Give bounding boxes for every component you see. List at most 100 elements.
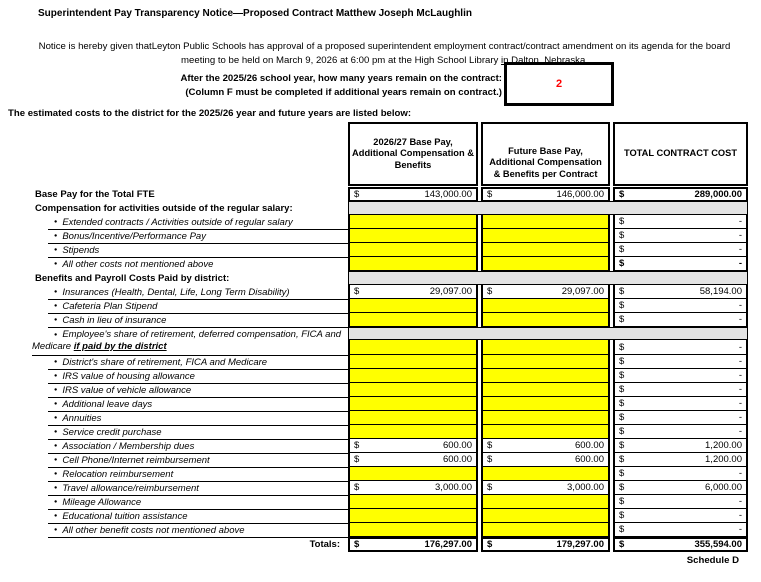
table-row: ● Stipends $ - bbox=[0, 243, 748, 258]
label-line-2: Medicare if paid by the district bbox=[32, 341, 167, 352]
input-cell[interactable] bbox=[481, 257, 610, 271]
bullet-label: ● Cell Phone/Internet reimbursement bbox=[48, 453, 348, 468]
input-cell[interactable] bbox=[481, 215, 610, 229]
input-cell[interactable] bbox=[348, 243, 478, 257]
bullet-icon: ● bbox=[54, 499, 58, 505]
amount-value: - bbox=[738, 341, 742, 353]
dollar-sign: $ bbox=[619, 454, 625, 465]
row-label: ● Bonus/Incentive/Performance Pay bbox=[0, 229, 348, 244]
amount-cell: $600.00 bbox=[481, 439, 610, 453]
input-cell[interactable] bbox=[481, 397, 610, 411]
input-cell[interactable] bbox=[481, 411, 610, 425]
input-cell[interactable] bbox=[348, 369, 478, 383]
input-cell[interactable] bbox=[348, 495, 478, 509]
row-label: ● Additional leave days bbox=[0, 397, 348, 412]
table-row: ● Relocation reimbursement $ - bbox=[0, 467, 748, 482]
header-future-base-pay: Future Base Pay, Additional Compensation… bbox=[481, 122, 610, 186]
row-label: ● IRS value of vehicle allowance bbox=[0, 383, 348, 398]
bullet-label: ● Cafeteria Plan Stipend bbox=[48, 299, 348, 314]
contract-years-remaining-box[interactable]: 2 bbox=[504, 62, 614, 106]
dollar-sign: $ bbox=[619, 300, 625, 311]
input-cell[interactable] bbox=[348, 467, 478, 481]
amount-value: 600.00 bbox=[574, 454, 604, 465]
input-cell[interactable] bbox=[348, 383, 478, 397]
table-row: ● Cafeteria Plan Stipend $ - bbox=[0, 299, 748, 314]
section-band bbox=[348, 327, 748, 340]
input-cell[interactable] bbox=[481, 243, 610, 257]
input-cell[interactable] bbox=[481, 340, 610, 355]
amount-value: 146,000.00 bbox=[556, 189, 604, 200]
amount-value: - bbox=[738, 370, 742, 381]
input-cell[interactable] bbox=[348, 257, 478, 271]
bullet-icon: ● bbox=[54, 429, 58, 435]
table-row: ● Employee's share of retirement, deferre… bbox=[0, 327, 748, 356]
input-cell[interactable] bbox=[348, 509, 478, 523]
amount-value: 1,200.00 bbox=[705, 440, 742, 451]
input-cell[interactable] bbox=[348, 523, 478, 537]
notice-location: in Dalton, Nebraska. bbox=[501, 54, 588, 66]
bullet-label: ● Extended contracts / Activities outside… bbox=[48, 215, 348, 230]
row-label: ● Stipends bbox=[0, 243, 348, 258]
section-label: Compensation for activities outside of t… bbox=[35, 202, 293, 214]
bullet-icon: ● bbox=[54, 261, 58, 267]
dollar-sign: $ bbox=[619, 230, 625, 241]
input-cell[interactable] bbox=[348, 425, 478, 439]
bullet-label: ● Travel allowance/reimbursement bbox=[48, 481, 348, 496]
table-row: ● District's share of retirement, FICA an… bbox=[0, 355, 748, 370]
input-cell[interactable] bbox=[481, 383, 610, 397]
input-cell[interactable] bbox=[348, 299, 478, 313]
row-label: ● Employee's share of retirement, deferre… bbox=[0, 327, 348, 356]
dollar-sign: $ bbox=[619, 524, 625, 535]
input-cell[interactable] bbox=[481, 229, 610, 243]
amount-cell: $179,297.00 bbox=[481, 537, 610, 552]
input-cell[interactable] bbox=[348, 313, 478, 327]
amount-cell: $ - bbox=[613, 369, 748, 383]
notice-line1: Notice is hereby given thatLeyton Public… bbox=[38, 41, 731, 52]
input-cell[interactable] bbox=[348, 355, 478, 369]
amount-cell: $ - bbox=[613, 509, 748, 523]
bullet-label: ● Educational tuition assistance bbox=[48, 509, 348, 524]
bullet-label: ● Stipends bbox=[48, 243, 348, 258]
table-row: Benefits and Payroll Costs Paid by distr… bbox=[0, 271, 748, 285]
input-cell[interactable] bbox=[481, 299, 610, 313]
header-2026-27-base-pay: 2026/27 Base Pay, Additional Compensatio… bbox=[348, 122, 478, 186]
amount-value: 600.00 bbox=[442, 454, 472, 465]
table-header-row: 2026/27 Base Pay, Additional Compensatio… bbox=[0, 122, 748, 186]
input-cell[interactable] bbox=[348, 215, 478, 229]
bullet-icon: ● bbox=[54, 457, 58, 463]
bullet-label-text: Insurances (Health, Dental, Life, Long T… bbox=[62, 286, 290, 298]
bullet-icon: ● bbox=[54, 219, 58, 225]
table-row: ● Insurances (Health, Dental, Life, Long … bbox=[0, 285, 748, 300]
table-row: ● Bonus/Incentive/Performance Pay $ - bbox=[0, 229, 748, 244]
table-row: ● Association / Membership dues $600.00 $60… bbox=[0, 439, 748, 454]
bullet-icon: ● bbox=[54, 359, 58, 365]
dollar-sign: $ bbox=[487, 189, 493, 200]
dollar-sign: $ bbox=[487, 454, 493, 465]
input-cell[interactable] bbox=[481, 313, 610, 327]
input-cell[interactable] bbox=[348, 340, 478, 355]
amount-cell: $ - bbox=[613, 397, 748, 411]
input-cell[interactable] bbox=[348, 411, 478, 425]
amount-cell: $600.00 bbox=[348, 439, 478, 453]
bullet-label-text: All other benefit costs not mentioned ab… bbox=[62, 524, 245, 536]
bullet-label: ● Cash in lieu of insurance bbox=[48, 313, 348, 328]
amount-value: 176,297.00 bbox=[424, 539, 472, 550]
spanning-values: $ - bbox=[348, 327, 748, 355]
input-cell[interactable] bbox=[481, 369, 610, 383]
input-cell[interactable] bbox=[481, 355, 610, 369]
input-cell[interactable] bbox=[481, 425, 610, 439]
input-cell[interactable] bbox=[348, 229, 478, 243]
input-cell[interactable] bbox=[348, 397, 478, 411]
input-cell[interactable] bbox=[481, 467, 610, 481]
dollar-sign: $ bbox=[354, 440, 360, 451]
table-row: ● Annuities $ - bbox=[0, 411, 748, 426]
input-cell[interactable] bbox=[481, 509, 610, 523]
amount-cell: $ - bbox=[613, 215, 748, 229]
value-cells: $ - bbox=[348, 340, 748, 355]
input-cell[interactable] bbox=[481, 495, 610, 509]
amount-cell: $ - bbox=[613, 425, 748, 439]
bullet-label-text: Mileage Allowance bbox=[62, 496, 142, 508]
row-label: Totals: bbox=[0, 537, 348, 552]
amount-cell: $58,194.00 bbox=[613, 285, 748, 299]
input-cell[interactable] bbox=[481, 523, 610, 537]
